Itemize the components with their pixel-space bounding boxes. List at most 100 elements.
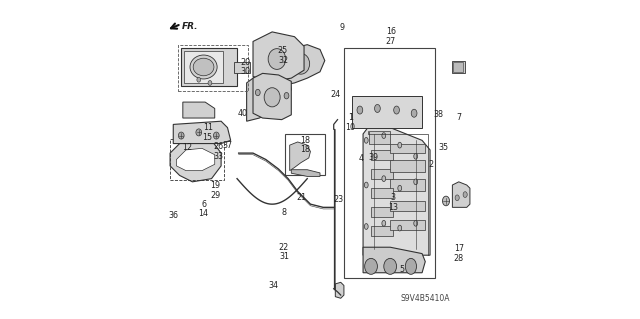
Bar [390,179,425,191]
Polygon shape [173,121,230,144]
Bar [371,207,394,217]
Bar [369,131,390,144]
Ellipse shape [374,104,380,113]
Ellipse shape [398,225,402,231]
Polygon shape [183,102,215,118]
Text: 26
33: 26 33 [214,142,224,161]
Ellipse shape [382,133,386,138]
Bar [170,139,224,180]
Ellipse shape [364,182,368,188]
Ellipse shape [384,258,397,274]
Bar [371,150,394,160]
Ellipse shape [193,58,214,76]
Ellipse shape [398,142,402,148]
Polygon shape [290,142,310,171]
Text: 23: 23 [333,195,344,204]
Text: 9: 9 [339,23,344,32]
Ellipse shape [398,185,402,191]
Ellipse shape [414,179,418,185]
Polygon shape [253,32,304,81]
Polygon shape [335,282,344,298]
Ellipse shape [357,106,363,114]
Ellipse shape [259,85,276,107]
Ellipse shape [455,195,460,201]
Polygon shape [253,73,291,120]
Text: 3
13: 3 13 [388,193,398,212]
Bar [390,201,425,211]
Bar [178,45,248,91]
Bar [390,160,425,172]
Polygon shape [363,247,425,273]
Text: 21: 21 [297,193,307,202]
Ellipse shape [284,93,289,99]
Bar [234,62,250,73]
Text: 24: 24 [330,90,340,99]
Ellipse shape [196,129,202,136]
Bar [453,62,463,72]
Text: 38: 38 [434,110,444,119]
Ellipse shape [364,224,368,229]
Text: 5: 5 [400,265,405,274]
Ellipse shape [442,196,449,206]
Bar [371,226,394,236]
Ellipse shape [394,106,399,114]
Ellipse shape [364,137,368,143]
Ellipse shape [190,55,217,79]
Ellipse shape [255,89,260,96]
Bar [275,77,284,86]
Ellipse shape [382,176,386,182]
Polygon shape [278,45,324,86]
Text: 1
10: 1 10 [346,114,355,132]
Text: 39: 39 [369,153,379,162]
Text: 8: 8 [281,208,286,217]
Ellipse shape [414,153,418,159]
Text: 35: 35 [438,143,449,152]
Bar [282,94,288,102]
Text: 25
32: 25 32 [278,47,288,65]
Text: 20
30: 20 30 [240,58,250,76]
Ellipse shape [208,80,212,85]
Ellipse shape [463,192,467,197]
Bar [452,61,465,73]
Ellipse shape [414,220,418,226]
Text: 34: 34 [269,281,279,290]
Ellipse shape [268,49,285,70]
Text: 36: 36 [168,211,179,220]
Polygon shape [177,148,215,171]
Ellipse shape [412,109,417,117]
Text: 4: 4 [358,154,364,163]
Bar [280,106,287,115]
Text: 22
31: 22 31 [279,243,289,261]
Bar [344,48,435,278]
Polygon shape [246,67,291,121]
Bar [285,134,324,175]
Ellipse shape [264,88,280,107]
Text: 16
27: 16 27 [386,27,396,46]
Ellipse shape [179,132,184,139]
Text: 6
14: 6 14 [198,200,209,218]
Ellipse shape [382,220,386,226]
Ellipse shape [262,89,272,102]
Ellipse shape [365,258,378,274]
Ellipse shape [405,258,417,274]
Ellipse shape [284,111,286,114]
Polygon shape [363,124,430,255]
Bar [390,144,425,153]
Text: 40: 40 [238,109,248,118]
Polygon shape [170,137,221,182]
Text: 11
15: 11 15 [203,123,212,142]
Polygon shape [291,170,320,176]
Bar [371,188,394,198]
Bar [352,96,422,128]
Text: 12: 12 [182,143,193,152]
Ellipse shape [282,108,284,112]
Bar [390,220,425,230]
Polygon shape [452,182,470,207]
Ellipse shape [292,54,310,74]
Text: 18
18: 18 18 [300,136,310,154]
Bar [181,48,237,86]
Bar [184,51,223,83]
Text: 7: 7 [457,113,462,122]
Text: 37: 37 [223,141,232,150]
Text: 2: 2 [428,160,433,169]
